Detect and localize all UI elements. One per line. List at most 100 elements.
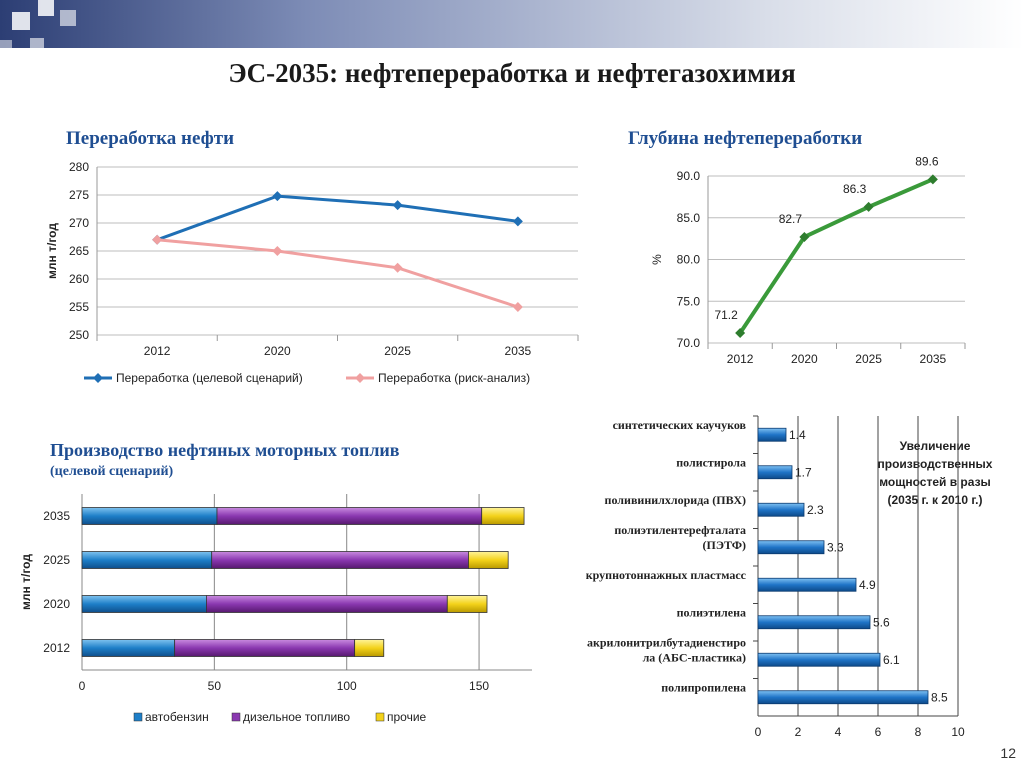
- legend-marker: [355, 373, 365, 383]
- motor-fuels-title: Производство нефтяных моторных топлив: [50, 440, 400, 460]
- category-label: синтетических каучуков: [613, 418, 747, 432]
- y-tick-label: 2020: [43, 597, 70, 611]
- x-tick-label: 100: [337, 679, 357, 693]
- petchem-note-line: (2035 г. к 2010 г.): [887, 493, 983, 507]
- category-label: полиэтилена: [677, 605, 746, 619]
- decor-square: [38, 0, 54, 16]
- petchem-bar: [757, 615, 871, 630]
- x-tick-label: 2020: [264, 344, 291, 358]
- series-line-risk: [156, 238, 519, 309]
- petchem-note: Увеличение производственных мощностей в …: [860, 437, 1010, 509]
- y-tick-label: 250: [69, 328, 89, 342]
- y-tick-label: 70.0: [677, 336, 701, 350]
- category-label: полистирола: [676, 455, 746, 469]
- y-tick-label: 90.0: [677, 169, 701, 183]
- data-point: [512, 302, 523, 312]
- x-tick-label: 2025: [855, 352, 882, 366]
- petchem-bar: [757, 690, 929, 705]
- y-tick-label: 2035: [43, 509, 70, 523]
- bar-gasoline: [81, 551, 213, 569]
- data-point: [799, 231, 810, 242]
- x-tick-label: 2035: [505, 344, 532, 358]
- data-label: 3.3: [827, 540, 844, 554]
- category-label: крупнотоннажных пластмасс: [586, 568, 747, 582]
- depth-line: [738, 177, 934, 335]
- bar-other: [468, 551, 509, 569]
- data-label: 1.4: [789, 428, 806, 442]
- data-label: 8.5: [931, 690, 948, 704]
- legend-label: автобензин: [145, 710, 209, 724]
- data-point: [392, 200, 403, 211]
- data-label: 5.6: [873, 615, 890, 629]
- bar-gasoline: [81, 595, 207, 613]
- petchem-bar: [757, 540, 825, 555]
- x-tick-label: 2012: [144, 344, 171, 358]
- data-label: 4.9: [859, 578, 876, 592]
- page-number: 12: [1000, 745, 1016, 761]
- y-tick-label: 2025: [43, 553, 70, 567]
- y-tick-label: 255: [69, 300, 89, 314]
- bar-diesel: [216, 507, 483, 525]
- petchem-bar: [757, 577, 857, 592]
- data-label: 6.1: [883, 653, 900, 667]
- x-tick-label: 0: [755, 725, 762, 739]
- x-tick-label: 2: [795, 725, 802, 739]
- legend-swatch: [375, 712, 385, 722]
- legend-marker: [93, 373, 103, 383]
- y-tick-label: 2012: [43, 641, 70, 655]
- decor-square: [0, 40, 12, 52]
- y-tick-label: 280: [69, 160, 89, 174]
- y-tick-label: 275: [69, 188, 89, 202]
- decor-square: [12, 12, 30, 30]
- slide-title: ЭС-2035: нефтепереработка и нефтегазохим…: [228, 58, 796, 88]
- bar-other: [354, 639, 385, 657]
- category-label: ла (АБС-пластика): [643, 650, 746, 664]
- x-tick-label: 150: [469, 679, 489, 693]
- data-label: 89.6: [915, 154, 939, 168]
- legend-label: прочие: [387, 710, 427, 724]
- data-point: [863, 201, 874, 212]
- x-tick-label: 2012: [727, 352, 754, 366]
- petchem-bar: [757, 465, 793, 480]
- decor-square: [30, 38, 44, 52]
- category-label: полипропилена: [661, 680, 746, 694]
- x-tick-label: 4: [835, 725, 842, 739]
- bar-other: [446, 595, 488, 613]
- bar-diesel: [174, 639, 356, 657]
- y-tick-label: 75.0: [677, 294, 701, 308]
- decor-square: [60, 10, 76, 26]
- petchem-bar: [757, 652, 881, 667]
- bar-gasoline: [81, 639, 176, 657]
- data-label: 71.2: [714, 308, 738, 322]
- category-label: поливинилхлорида (ПВХ): [605, 493, 746, 507]
- category-label: акрилонитрилбутадиенстиро: [587, 635, 746, 649]
- y-axis-label: млн т/год: [19, 554, 33, 610]
- series-line-target: [156, 194, 519, 242]
- data-label: 82.7: [779, 212, 803, 226]
- bar-other: [481, 507, 525, 525]
- x-tick-label: 10: [951, 725, 965, 739]
- motor-fuels-subtitle: (целевой сценарий): [50, 464, 174, 479]
- petchem-note-line: Увеличение: [899, 439, 971, 453]
- legend-label: Переработка (риск-анализ): [378, 371, 530, 385]
- petchem-bar: [757, 502, 805, 517]
- category-label: полиэтилентерефталата: [614, 523, 746, 537]
- x-tick-label: 2035: [920, 352, 947, 366]
- legend-swatch: [133, 712, 143, 722]
- y-axis-label: %: [650, 254, 664, 265]
- x-tick-label: 0: [79, 679, 86, 693]
- x-tick-label: 6: [875, 725, 882, 739]
- oil-refining-title: Переработка нефти: [66, 128, 235, 149]
- refining-depth-title: Глубина нефтепереработки: [628, 128, 863, 149]
- x-tick-label: 2025: [384, 344, 411, 358]
- data-point: [392, 262, 403, 273]
- x-tick-label: 8: [915, 725, 922, 739]
- data-point: [272, 191, 283, 202]
- petchem-note-line: производственных: [877, 457, 993, 471]
- petchem-bar: [757, 427, 787, 442]
- data-label: 1.7: [795, 465, 812, 479]
- legend-label: Переработка (целевой сценарий): [116, 371, 303, 385]
- data-label: 86.3: [843, 182, 867, 196]
- header-gradient-bar: [0, 0, 1024, 48]
